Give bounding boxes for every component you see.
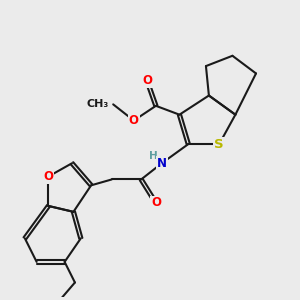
Text: O: O	[44, 170, 53, 183]
Text: CH₃: CH₃	[86, 99, 109, 110]
Text: O: O	[151, 196, 161, 209]
Text: H: H	[149, 151, 158, 161]
Text: N: N	[157, 157, 167, 170]
Text: O: O	[142, 74, 152, 87]
Text: S: S	[214, 138, 224, 151]
Text: O: O	[129, 114, 139, 127]
